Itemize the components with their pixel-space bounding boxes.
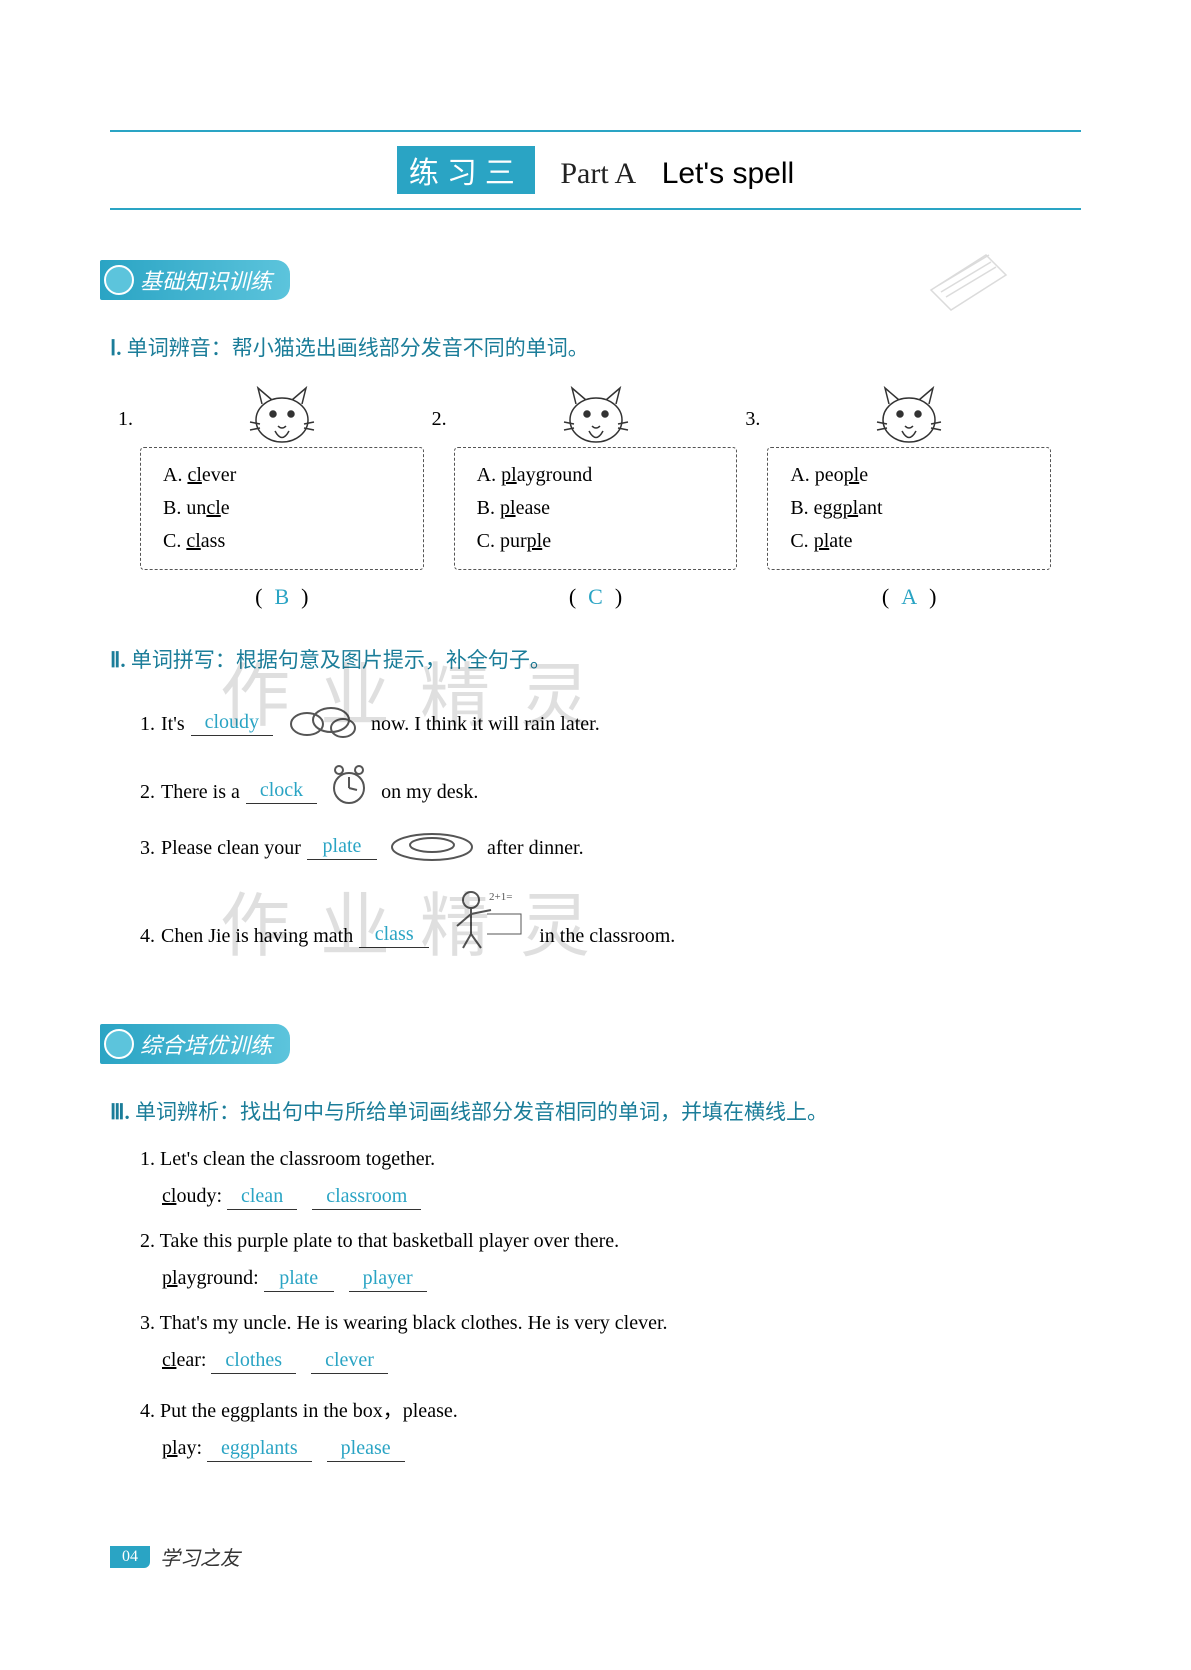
- question-column: 1. A. cleverB. uncleC. class (B): [140, 384, 424, 610]
- svg-text:2+1=: 2+1=: [489, 891, 512, 903]
- exercise-item: 3. That's my uncle. He is wearing black …: [140, 1312, 1051, 1374]
- instruction-2: Ⅱ. 单词拼写：根据句意及图片提示，补全句子。: [110, 644, 1081, 674]
- option: C. plate: [790, 530, 1028, 553]
- top-rule: [110, 130, 1081, 132]
- fill-blank: cloudy: [191, 711, 273, 736]
- cat-icon: [556, 384, 636, 448]
- item-sentence: 4. Put the eggplants in the box，please.: [140, 1394, 1051, 1423]
- option-box: A. playground B. please C. purple: [454, 447, 738, 570]
- fill-blank: classroom: [312, 1185, 421, 1210]
- sentence-text: after dinner.: [487, 837, 584, 860]
- option: C. purple: [477, 530, 715, 553]
- cat-icon: [242, 384, 322, 448]
- option: A. people: [790, 464, 1028, 487]
- footer: 04 学习之友: [110, 1542, 1081, 1571]
- item-answer-line: clear: clothes clever: [162, 1349, 1051, 1374]
- answer-bracket: (C): [454, 584, 738, 610]
- sentence-number: 1.: [140, 713, 155, 736]
- answer-value: B: [262, 584, 301, 609]
- exercise-item: 4. Put the eggplants in the box，please. …: [140, 1394, 1051, 1462]
- exercise-item: 2. Take this purple plate to that basket…: [140, 1230, 1051, 1292]
- option: A. clever: [163, 464, 401, 487]
- sentence-number: 2.: [140, 781, 155, 804]
- item-answer-line: cloudy: clean classroom: [162, 1185, 1051, 1210]
- answer-bracket: (B): [140, 584, 424, 610]
- fill-blank: please: [327, 1437, 405, 1462]
- part-label: Part A: [560, 157, 636, 190]
- cat-icon: [869, 384, 949, 448]
- question-column: 2. A. playgroundB. pleaseC. purple (C): [454, 384, 738, 610]
- fill-blank: plate: [307, 835, 377, 860]
- footer-text: 学习之友: [160, 1542, 240, 1571]
- exercise-item: 1. Let's clean the classroom together. c…: [140, 1148, 1051, 1210]
- fill-blank: clock: [246, 779, 317, 804]
- option-box: A. people B. eggplant C. plate: [767, 447, 1051, 570]
- question-row: 1. A. clever B. uncle C. class (B) 2. A. pl…: [110, 384, 1081, 610]
- sentence-number: 3.: [140, 837, 155, 860]
- question-column: 3. A. peopleB. eggplantC. plate (A): [767, 384, 1051, 610]
- section-badge-advanced: 综合培优训练: [100, 1024, 290, 1064]
- option-box: A. clever B. uncle C. class: [140, 447, 424, 570]
- cloud-icon: [283, 700, 361, 740]
- item-sentence: 1. Let's clean the classroom together.: [140, 1148, 1051, 1171]
- fill-blank: player: [349, 1267, 427, 1292]
- sentence-text: There is a: [161, 781, 240, 804]
- fill-blank: class: [359, 923, 429, 948]
- option: B. eggplant: [790, 497, 1028, 520]
- question-number: 1.: [118, 408, 133, 431]
- clock-icon: [327, 762, 371, 808]
- sentence-text: It's: [161, 713, 185, 736]
- fill-blank: clever: [311, 1349, 388, 1374]
- fill-blank: clothes: [211, 1349, 296, 1374]
- fill-blank: eggplants: [207, 1437, 312, 1462]
- question-number: 3.: [745, 408, 760, 431]
- exercise-3-list: 1. Let's clean the classroom together. c…: [110, 1148, 1081, 1462]
- sentence-text: Please clean your: [161, 837, 301, 860]
- item-answer-line: playground: plate player: [162, 1267, 1051, 1292]
- sentence-text: on my desk.: [381, 781, 478, 804]
- option: B. please: [477, 497, 715, 520]
- question-number: 2.: [432, 408, 447, 431]
- sentence-text: now. I think it will rain later.: [371, 713, 600, 736]
- title-row: 练习三 Part A Let's spell: [110, 146, 1081, 210]
- sentence-text: Chen Jie is having math: [161, 925, 353, 948]
- fill-sentence: 4. Chen Jie is having math class 2+1= in…: [140, 886, 1051, 948]
- option: A. playground: [477, 464, 715, 487]
- item-answer-line: play: eggplants please: [162, 1437, 1051, 1462]
- exercise-badge: 练习三: [397, 146, 535, 194]
- option: B. uncle: [163, 497, 401, 520]
- sentence-text: in the classroom.: [539, 925, 675, 948]
- plate-icon: [387, 830, 477, 864]
- page-title: Let's spell: [662, 157, 794, 190]
- page-number: 04: [110, 1546, 150, 1568]
- section-badge-basic: 基础知识训练: [100, 260, 290, 300]
- instruction-3: Ⅲ. 单词辨析：找出句中与所给单词画线部分发音相同的单词，并填在横线上。: [110, 1096, 1081, 1126]
- sentence-number: 4.: [140, 925, 155, 948]
- answer-value: A: [889, 584, 929, 609]
- item-sentence: 2. Take this purple plate to that basket…: [140, 1230, 1051, 1253]
- instruction-1: Ⅰ. 单词辨音：帮小猫选出画线部分发音不同的单词。: [110, 332, 1081, 362]
- answer-value: C: [576, 584, 615, 609]
- fill-sentence: 1. It's cloudy now. I think it will rain…: [140, 700, 1051, 736]
- fill-blank: clean: [227, 1185, 297, 1210]
- sentence-block: 1. It's cloudy now. I think it will rain…: [110, 700, 1081, 948]
- answer-bracket: (A): [767, 584, 1051, 610]
- stamp-icon: [911, 235, 1021, 315]
- fill-blank: plate: [264, 1267, 334, 1292]
- teacher-icon: 2+1=: [439, 886, 529, 952]
- option: C. class: [163, 530, 401, 553]
- fill-sentence: 3. Please clean your plate after dinner.: [140, 830, 1051, 860]
- fill-sentence: 2. There is a clock on my desk.: [140, 762, 1051, 804]
- item-sentence: 3. That's my uncle. He is wearing black …: [140, 1312, 1051, 1335]
